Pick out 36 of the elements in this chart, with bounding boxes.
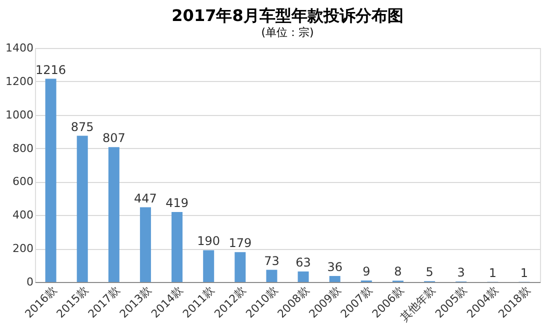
bar bbox=[108, 147, 120, 282]
chart-subtitle: (单位：宗) bbox=[261, 26, 314, 39]
bar bbox=[329, 276, 340, 282]
y-tick-label: 1400 bbox=[6, 42, 34, 54]
bar bbox=[45, 78, 56, 282]
data-label: 63 bbox=[296, 255, 311, 270]
data-label: 179 bbox=[228, 236, 252, 250]
y-tick-label: 400 bbox=[12, 208, 34, 222]
bar bbox=[298, 271, 309, 282]
bar bbox=[76, 136, 88, 282]
data-label: 5 bbox=[426, 265, 434, 280]
data-label: 190 bbox=[197, 234, 220, 248]
data-label: 9 bbox=[362, 264, 370, 278]
data-label: 3 bbox=[457, 266, 465, 280]
data-label: 8 bbox=[394, 264, 402, 279]
y-tick-label: 800 bbox=[12, 142, 34, 155]
data-label: 807 bbox=[102, 131, 126, 146]
bar bbox=[234, 252, 246, 282]
bar bbox=[266, 270, 278, 282]
data-label: 73 bbox=[264, 254, 280, 268]
data-label: 1 bbox=[488, 266, 496, 280]
data-label: 1216 bbox=[36, 62, 66, 77]
data-label: 875 bbox=[70, 120, 94, 134]
y-tick-label: 0 bbox=[26, 276, 34, 288]
bar bbox=[172, 212, 183, 282]
y-tick-label: 1000 bbox=[6, 108, 34, 122]
y-tick-label: 200 bbox=[12, 242, 34, 256]
data-label: 36 bbox=[327, 260, 342, 274]
data-label: 1 bbox=[520, 266, 528, 280]
bar bbox=[203, 250, 214, 282]
data-label: 447 bbox=[134, 191, 157, 206]
y-tick-label: 1200 bbox=[6, 74, 34, 88]
data-label: 419 bbox=[166, 196, 188, 210]
chart-title: 2017年8月车型年款投诉分布图 bbox=[172, 6, 404, 25]
bar bbox=[140, 207, 151, 282]
y-tick-label: 600 bbox=[12, 175, 34, 188]
